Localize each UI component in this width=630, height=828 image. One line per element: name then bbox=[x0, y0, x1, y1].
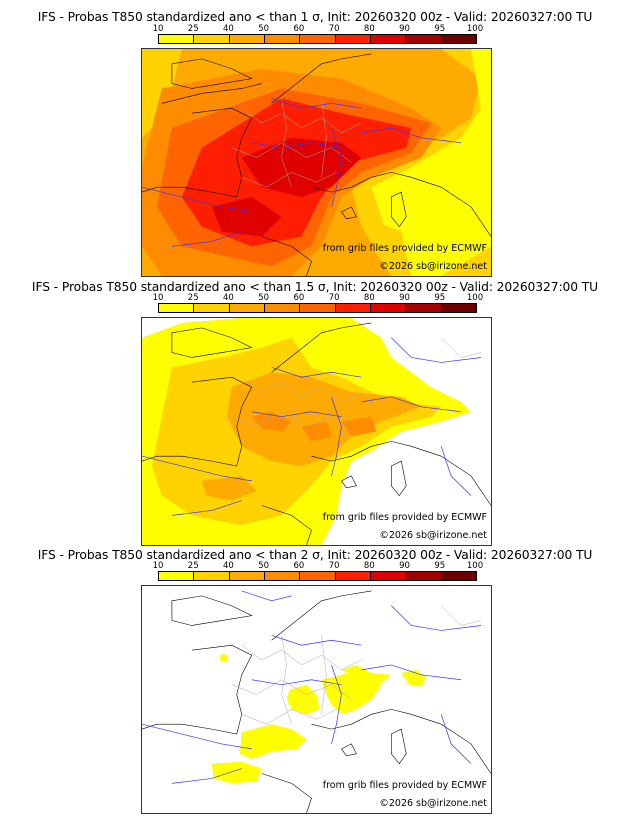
colorbar-swatch bbox=[194, 304, 230, 312]
colorbar-tick-label: 25 bbox=[187, 24, 199, 34]
colorbar-tick-label: 10 bbox=[152, 561, 164, 571]
colorbar-tick-label: 40 bbox=[223, 24, 234, 34]
colorbar-tick-label: 90 bbox=[399, 561, 410, 571]
credit-source: from grib files provided by ECMWF bbox=[322, 512, 487, 523]
panel-title: IFS - Probas T850 standardized ano < tha… bbox=[37, 548, 593, 562]
colorbar-tick-label: 100 bbox=[466, 561, 484, 571]
colorbar-swatch bbox=[194, 572, 230, 580]
colorbar-tick-label: 25 bbox=[187, 293, 199, 303]
colorbar bbox=[158, 303, 477, 313]
colorbar-tick-label: 80 bbox=[363, 561, 375, 571]
colorbar-tick-label: 95 bbox=[434, 24, 446, 34]
colorbar-ticks: 10 25 40 50 60 70 80 90 95 100 bbox=[153, 24, 484, 34]
colorbar-tick-label: 70 bbox=[328, 561, 340, 571]
colorbar-tick-label: 60 bbox=[293, 561, 305, 571]
colorbar-tick-label: 70 bbox=[328, 293, 340, 303]
colorbar-tick-label: 40 bbox=[223, 293, 234, 303]
colorbar-tick-label: 40 bbox=[223, 561, 234, 571]
colorbar-swatch bbox=[229, 304, 265, 312]
colorbar-swatch bbox=[406, 304, 442, 312]
map-field bbox=[142, 586, 491, 813]
colorbar-swatch bbox=[370, 35, 407, 43]
colorbar-swatch bbox=[370, 572, 407, 580]
colorbar-tick-label: 50 bbox=[258, 293, 270, 303]
panel-title: IFS - Probas T850 standardized ano < tha… bbox=[37, 10, 593, 24]
colorbar-swatch bbox=[441, 35, 476, 43]
colorbar-tick-label: 80 bbox=[363, 24, 375, 34]
colorbar-swatch bbox=[229, 35, 265, 43]
colorbar-ticks: 10 25 40 50 60 70 80 90 95 100 bbox=[153, 293, 484, 303]
panel-title: IFS - Probas T850 standardized ano < tha… bbox=[31, 280, 599, 294]
colorbar-tick-label: 90 bbox=[399, 293, 410, 303]
credit-source: from grib files provided by ECMWF bbox=[322, 243, 487, 254]
colorbar-tick-label: 60 bbox=[293, 293, 305, 303]
colorbar bbox=[158, 571, 477, 581]
colorbar-tick-label: 90 bbox=[399, 24, 410, 34]
probability-map: from grib files provided by ECMWF ©2026 … bbox=[141, 48, 492, 277]
colorbar-tick-label: 95 bbox=[434, 561, 446, 571]
colorbar-tick-label: 95 bbox=[434, 293, 446, 303]
colorbar-swatch bbox=[441, 572, 476, 580]
colorbar-tick-label: 80 bbox=[363, 293, 375, 303]
colorbar bbox=[158, 34, 477, 44]
colorbar-ticks: 10 25 40 50 60 70 80 90 95 100 bbox=[153, 561, 484, 571]
colorbar-swatch bbox=[441, 304, 476, 312]
colorbar-swatch bbox=[264, 304, 301, 312]
colorbar-swatch bbox=[194, 35, 230, 43]
colorbar-tick-label: 25 bbox=[187, 561, 199, 571]
colorbar-swatch bbox=[159, 304, 195, 312]
colorbar-swatch bbox=[300, 304, 336, 312]
colorbar-tick-label: 10 bbox=[152, 24, 164, 34]
colorbar-tick-label: 70 bbox=[328, 24, 340, 34]
colorbar-swatch bbox=[300, 572, 336, 580]
colorbar-swatch bbox=[370, 304, 407, 312]
colorbar-tick-label: 100 bbox=[466, 24, 484, 34]
colorbar-tick-label: 10 bbox=[152, 293, 164, 303]
map-field bbox=[142, 49, 491, 276]
colorbar-swatch bbox=[264, 572, 301, 580]
probability-map: from grib files provided by ECMWF ©2026 … bbox=[141, 585, 492, 814]
colorbar-swatch bbox=[335, 304, 371, 312]
colorbar-swatch bbox=[159, 35, 195, 43]
colorbar-swatch bbox=[159, 572, 195, 580]
colorbar-swatch bbox=[229, 572, 265, 580]
credit-copyright: ©2026 sb@irizone.net bbox=[379, 798, 487, 809]
map-field bbox=[142, 318, 491, 545]
colorbar-swatch bbox=[300, 35, 336, 43]
colorbar-swatch bbox=[335, 35, 371, 43]
colorbar-swatch bbox=[335, 572, 371, 580]
colorbar-swatch bbox=[406, 35, 442, 43]
credit-copyright: ©2026 sb@irizone.net bbox=[379, 530, 487, 541]
colorbar-tick-label: 60 bbox=[293, 24, 305, 34]
probability-map: from grib files provided by ECMWF ©2026 … bbox=[141, 317, 492, 546]
colorbar-tick-label: 50 bbox=[258, 561, 270, 571]
credit-copyright: ©2026 sb@irizone.net bbox=[379, 261, 487, 272]
colorbar-swatch bbox=[406, 572, 442, 580]
colorbar-tick-label: 100 bbox=[466, 293, 484, 303]
colorbar-swatch bbox=[264, 35, 301, 43]
colorbar-tick-label: 50 bbox=[258, 24, 270, 34]
credit-source: from grib files provided by ECMWF bbox=[322, 780, 487, 791]
